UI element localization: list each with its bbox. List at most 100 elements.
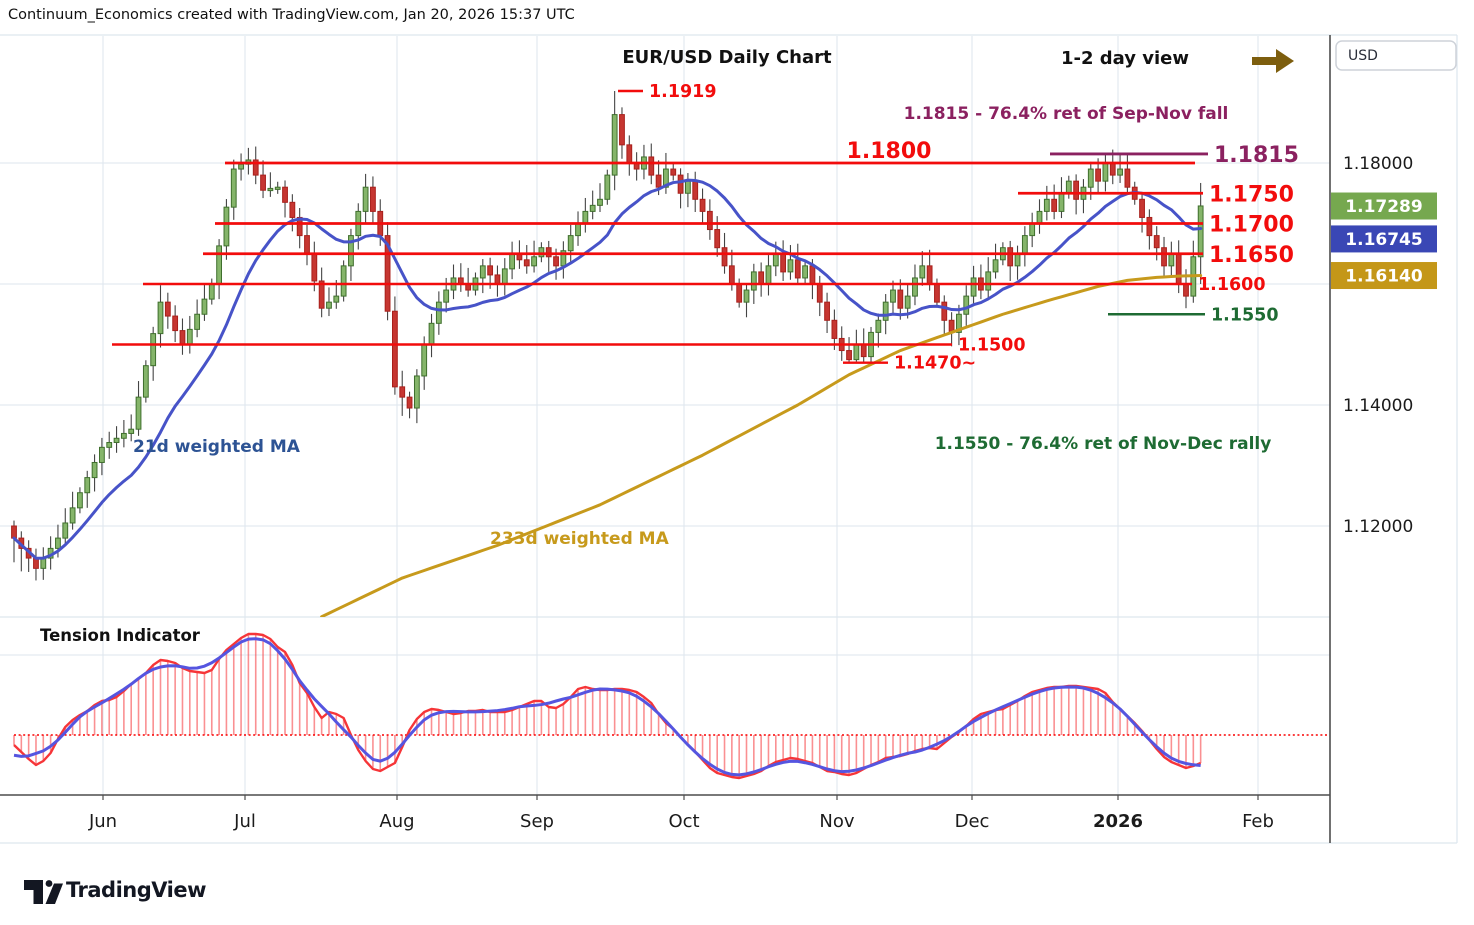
price-badge-1.17289 <box>1331 192 1437 220</box>
candle <box>252 159 259 176</box>
candle <box>604 174 611 200</box>
candle <box>956 313 962 333</box>
tradingview-logo-text: TradingView <box>66 878 206 902</box>
candle <box>1161 247 1167 267</box>
price-badge-label-1.16745: 1.16745 <box>1345 230 1422 250</box>
level-label-1.1600: 1.1600 <box>1198 275 1266 295</box>
indicator-surface[interactable] <box>0 617 1330 795</box>
candle <box>128 428 135 434</box>
candle <box>670 168 677 176</box>
candle <box>531 256 537 267</box>
candle <box>55 537 61 549</box>
currency-chip[interactable]: USD <box>1335 40 1457 71</box>
level-label-1.1919: 1.1919 <box>649 82 717 102</box>
candle <box>897 289 904 309</box>
candle <box>435 301 442 324</box>
candle <box>392 310 398 388</box>
time-axis[interactable] <box>0 795 1330 843</box>
level-label-1.1500: 1.1500 <box>958 336 1026 356</box>
tradingview-logo[interactable]: TradingView <box>24 878 207 904</box>
candle <box>318 280 325 309</box>
candle <box>223 206 230 247</box>
candle <box>589 204 596 212</box>
candle <box>1146 216 1153 237</box>
candle <box>890 289 896 303</box>
candle <box>274 186 281 190</box>
axes-chrome: Jun Jul Aug Sep Oct Nov Dec 2026 Feb 1.18000 1.140… <box>0 35 1437 843</box>
candle <box>142 365 149 398</box>
month-label-Nov: Nov <box>819 811 854 832</box>
price-axis[interactable] <box>1330 36 1457 843</box>
price-badge-1.16745 <box>1331 225 1437 253</box>
attribution-text: Continuum_Economics created with Trading… <box>8 7 575 23</box>
candle <box>340 265 347 297</box>
candle <box>91 461 98 479</box>
candle <box>370 186 376 212</box>
chart-title: EUR/USD Daily Chart <box>622 47 832 68</box>
candle <box>1073 180 1080 200</box>
candle <box>699 198 706 212</box>
candle <box>326 301 332 309</box>
price-tick-1.12000: 1.12000 <box>1343 517 1413 537</box>
level-label-1.1470~: 1.1470~ <box>894 354 976 374</box>
candle <box>802 265 809 279</box>
candle <box>201 298 208 315</box>
candle <box>523 259 530 267</box>
candle <box>1117 168 1123 176</box>
annotations: 1.1815 - 76.4% ret of Sep-Nov fall 1.1550… <box>133 104 1271 549</box>
indicator-title: Tension Indicator <box>40 626 201 645</box>
candle <box>1153 235 1160 249</box>
candle <box>120 432 127 439</box>
candle <box>611 114 618 176</box>
price-badge-label-1.17289: 1.17289 <box>1345 197 1422 217</box>
main-chart-surface[interactable] <box>0 36 1330 617</box>
candle <box>399 386 406 398</box>
candle <box>296 216 303 237</box>
candle <box>443 289 450 303</box>
candle <box>904 295 911 309</box>
candle <box>282 186 288 203</box>
candle <box>69 507 76 524</box>
ma233-label: 233d weighted MA <box>490 529 670 549</box>
candle <box>941 301 948 321</box>
candle <box>648 156 655 176</box>
candle <box>970 277 977 297</box>
candle <box>157 301 164 335</box>
fib-upper-note: 1.1815 - 76.4% ret of Sep-Nov fall <box>904 104 1229 124</box>
level-label-1.1815: 1.1815 <box>1214 143 1299 168</box>
candle <box>77 492 83 509</box>
view-horizon-label: 1-2 day view <box>1061 48 1189 69</box>
level-label-1.1700: 1.1700 <box>1209 213 1294 238</box>
candle <box>677 174 684 194</box>
level-label-1.1550: 1.1550 <box>1211 305 1279 325</box>
candle <box>714 229 721 249</box>
candle <box>992 259 999 273</box>
candle <box>106 442 113 448</box>
candle <box>487 265 494 276</box>
candle <box>348 235 354 267</box>
candle <box>538 247 545 258</box>
month-label-Aug: Aug <box>379 811 414 832</box>
candle <box>553 256 559 267</box>
level-label-1.1750: 1.1750 <box>1209 182 1294 207</box>
candle <box>1197 205 1204 258</box>
candle <box>824 301 830 321</box>
candle <box>164 301 171 317</box>
moving-averages <box>12 178 1203 617</box>
candle <box>413 375 420 409</box>
candle <box>721 247 728 267</box>
candle <box>655 174 662 188</box>
ma-233d-line <box>320 274 1203 617</box>
candle <box>875 319 882 333</box>
level-label-1.1800: 1.1800 <box>847 139 932 164</box>
month-label-Oct: Oct <box>668 811 699 832</box>
candle <box>1087 168 1094 188</box>
ma-21d-line <box>12 178 1203 560</box>
month-label-Jul: Jul <box>233 811 256 832</box>
candle <box>1043 198 1050 212</box>
candle <box>597 198 603 206</box>
price-badge-1.16140 <box>1331 262 1437 290</box>
price-badge-label-1.16140: 1.16140 <box>1345 267 1423 287</box>
